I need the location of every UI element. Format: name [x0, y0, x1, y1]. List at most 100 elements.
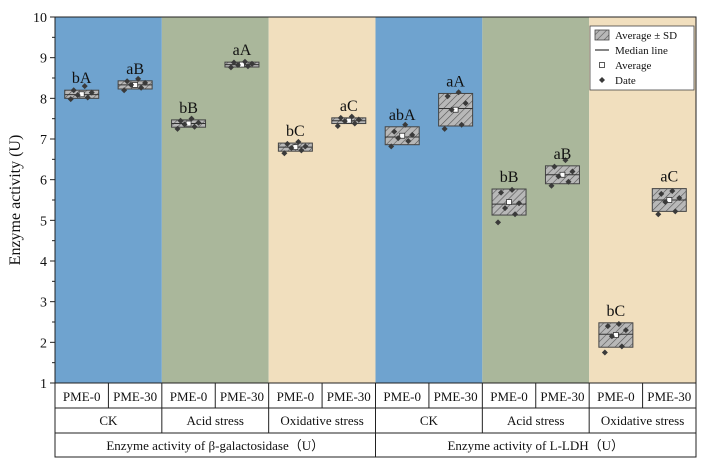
condition-band	[55, 17, 162, 383]
treatment-label: PME-0	[383, 389, 421, 404]
data-point	[88, 89, 95, 96]
legend-swatch-box	[594, 29, 610, 41]
data-point	[615, 321, 622, 328]
data-point	[288, 144, 295, 151]
sd-box	[438, 92, 474, 127]
treatment-label: PME-30	[220, 389, 264, 404]
condition-label: CK	[420, 413, 439, 428]
y-tick-label: 3	[40, 296, 47, 311]
data-point	[355, 116, 362, 123]
data-point	[234, 61, 241, 68]
significance-label: aC	[660, 169, 678, 186]
y-axis-title: Enzyme activity (U)	[7, 135, 24, 266]
data-point	[142, 79, 149, 86]
significance-label: aB	[554, 146, 572, 163]
mean-marker	[506, 199, 512, 205]
significance-label: bC	[286, 123, 305, 140]
data-point	[391, 128, 398, 135]
legend-label: Date	[615, 75, 636, 87]
mean-marker	[666, 197, 673, 203]
treatment-label: PME-0	[63, 389, 101, 404]
y-tick-label: 6	[40, 174, 47, 189]
data-point	[124, 78, 131, 85]
data-point	[608, 333, 615, 340]
data-point	[676, 194, 683, 201]
treatment-label: PME-30	[434, 389, 478, 404]
treatment-label: PME-30	[113, 389, 157, 404]
data-point	[138, 84, 145, 91]
significance-label: aA	[233, 42, 252, 59]
y-tick-label: 9	[40, 52, 47, 67]
data-point	[128, 81, 135, 88]
data-point	[455, 89, 462, 96]
data-point	[669, 188, 676, 195]
y-tick-label: 5	[40, 214, 47, 229]
mean-marker	[292, 144, 299, 151]
data-point	[188, 115, 195, 122]
data-point	[502, 205, 509, 212]
significance-label: bB	[500, 169, 519, 186]
data-point	[281, 150, 288, 157]
mean-marker	[399, 132, 406, 139]
data-point	[302, 143, 309, 150]
data-point	[181, 121, 188, 128]
data-point	[74, 92, 81, 99]
data-point	[295, 138, 302, 145]
y-tick-label: 7	[40, 133, 47, 148]
condition-label: Acid stress	[507, 413, 564, 428]
enzyme-label: Enzyme activity of L-LDH（U）	[447, 438, 624, 453]
data-point	[402, 121, 409, 128]
data-point	[405, 138, 412, 145]
treatment-label: PME-30	[647, 389, 691, 404]
condition-label: CK	[99, 413, 118, 428]
data-point	[509, 186, 516, 193]
data-point	[672, 208, 679, 215]
treatment-label: PME-30	[327, 389, 371, 404]
data-point	[241, 58, 248, 65]
significance-label: bB	[179, 100, 198, 117]
data-point	[448, 106, 455, 113]
data-point	[622, 327, 629, 334]
y-tick-label: 4	[40, 255, 47, 270]
data-point	[458, 121, 465, 128]
significance-label: bC	[607, 303, 626, 320]
enzyme-label: Enzyme activity of β-galactosidase（U）	[106, 438, 324, 453]
data-point	[562, 157, 569, 164]
data-point	[81, 83, 88, 90]
data-point	[248, 60, 255, 67]
data-point	[227, 64, 234, 71]
y-tick-label: 10	[33, 11, 47, 26]
data-point	[174, 125, 181, 132]
data-point	[618, 343, 625, 350]
data-point	[495, 219, 502, 226]
significance-label: bA	[72, 70, 92, 87]
condition-label: Oxidative stress	[601, 413, 684, 428]
data-point	[655, 211, 662, 218]
legend-label: Median line	[615, 45, 668, 57]
legend-label: Average ± SD	[615, 30, 677, 42]
legend-swatch-mean	[599, 62, 605, 68]
data-point	[351, 120, 358, 127]
data-point	[395, 135, 402, 142]
data-point	[195, 119, 202, 126]
treatment-label: PME-0	[597, 389, 635, 404]
data-point	[555, 173, 562, 180]
legend-label: Average	[615, 60, 652, 72]
data-point	[84, 94, 91, 101]
y-tick-label: 8	[40, 92, 47, 107]
data-point	[298, 147, 305, 154]
significance-label: aC	[340, 98, 358, 115]
data-point	[191, 123, 198, 130]
data-point	[388, 143, 395, 150]
mean-marker	[78, 91, 85, 98]
data-point	[601, 349, 608, 356]
data-point	[121, 87, 128, 94]
y-tick-label: 2	[40, 336, 47, 351]
data-point	[441, 125, 448, 132]
data-point	[244, 63, 251, 70]
data-point	[177, 117, 184, 124]
mean-marker	[185, 120, 192, 127]
y-tick-label: 1	[40, 377, 47, 392]
data-point	[334, 122, 341, 129]
